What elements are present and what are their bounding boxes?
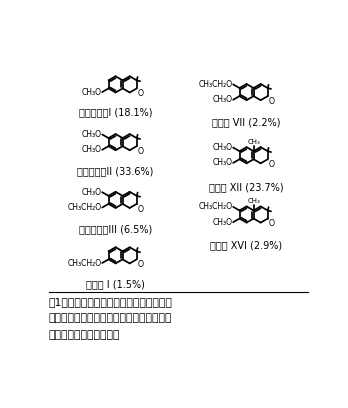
Text: O: O [269,160,275,169]
Text: 化合物 VII (2.2%): 化合物 VII (2.2%) [212,117,281,127]
Text: CH₃O: CH₃O [81,130,102,139]
Text: O: O [269,97,275,106]
Text: O: O [138,89,144,98]
Text: 図1　有翔虫の産出を引き起こすプレコセ: 図1 有翔虫の産出を引き起こすプレコセ [49,297,173,307]
Text: プレコセンII (33.6%): プレコセンII (33.6%) [77,166,154,176]
Text: O: O [269,219,275,228]
Text: プレコセンI (18.1%): プレコセンI (18.1%) [79,107,152,117]
Text: 化合物 I (1.5%): 化合物 I (1.5%) [86,279,145,290]
Text: O: O [138,204,144,213]
Text: CH₃CH₂O: CH₃CH₂O [198,202,232,211]
Text: 化合物 XVI (2.9%): 化合物 XVI (2.9%) [211,240,283,251]
Text: CH₃O: CH₃O [213,158,232,167]
Text: プレコセンIII (6.5%): プレコセンIII (6.5%) [79,224,152,234]
Text: された子虫の有翔虫率。: された子虫の有翔虫率。 [49,330,120,340]
Text: CH₃: CH₃ [247,139,260,145]
Text: 化合物 XII (23.7%): 化合物 XII (23.7%) [209,182,284,193]
Text: ン誘導体。括弧内は、処理後７日間に産出: ン誘導体。括弧内は、処理後７日間に産出 [49,313,172,324]
Text: CH₃CH₂O: CH₃CH₂O [68,259,102,268]
Text: CH₃O: CH₃O [81,145,102,154]
Text: CH₃O: CH₃O [213,143,232,152]
Text: CH₃CH₂O: CH₃CH₂O [68,203,102,212]
Text: O: O [138,260,144,269]
Text: O: O [138,147,144,156]
Text: CH₃CH₂O: CH₃CH₂O [198,80,232,89]
Text: CH₃O: CH₃O [81,88,102,97]
Text: CH₃O: CH₃O [81,188,102,197]
Text: CH₃: CH₃ [247,198,260,204]
Text: CH₃O: CH₃O [213,218,232,227]
Text: CH₃O: CH₃O [213,95,232,104]
